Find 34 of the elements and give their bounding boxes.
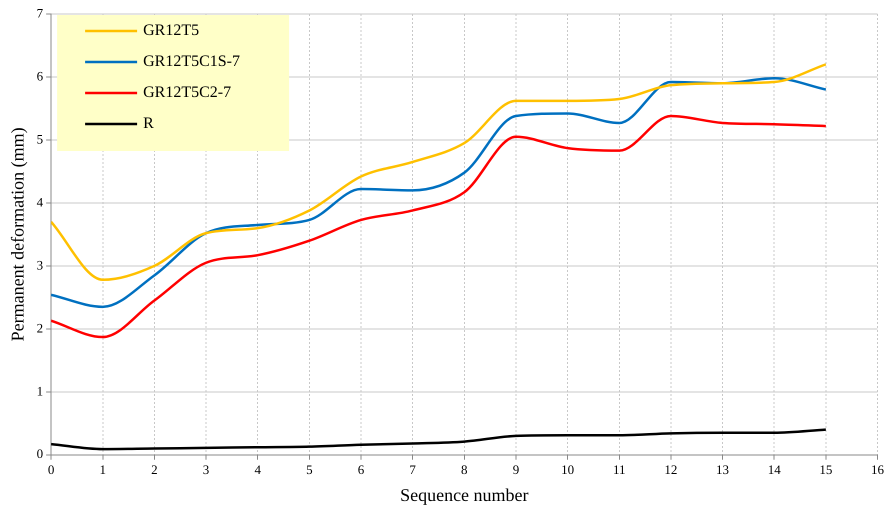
y-tick-label: 1 bbox=[36, 383, 44, 398]
legend-label: GR12T5 bbox=[143, 22, 200, 40]
x-tick-label: 2 bbox=[151, 462, 158, 478]
x-tick-label: 10 bbox=[561, 462, 574, 478]
x-tick-label: 15 bbox=[819, 462, 832, 478]
x-tick-label: 6 bbox=[358, 462, 365, 478]
x-axis-title: Sequence number bbox=[400, 484, 529, 505]
x-tick-label: 13 bbox=[716, 462, 730, 478]
y-tick-label: 3 bbox=[36, 257, 44, 272]
x-tick-label: 9 bbox=[512, 462, 520, 478]
x-tick-label: 11 bbox=[612, 462, 626, 478]
legend-label: GR12T5C2-7 bbox=[143, 84, 232, 102]
x-tick-label: 0 bbox=[48, 462, 54, 478]
x-tick-label: 7 bbox=[409, 462, 416, 478]
y-tick-label: 2 bbox=[36, 320, 44, 336]
x-tick-label: 3 bbox=[202, 462, 210, 478]
y-tick-label: 0 bbox=[36, 446, 44, 462]
x-tick-label: 16 bbox=[871, 462, 884, 478]
y-tick-label: 4 bbox=[36, 194, 44, 210]
x-tick-label: 5 bbox=[306, 462, 313, 478]
x-tick-label: 12 bbox=[664, 462, 678, 478]
y-tick-label: 5 bbox=[36, 131, 44, 146]
y-tick-label: 6 bbox=[36, 68, 44, 84]
legend-label: R bbox=[143, 115, 154, 132]
x-tick-label: 8 bbox=[461, 462, 468, 478]
x-tick-label: 1 bbox=[100, 462, 106, 478]
line-series bbox=[51, 114, 828, 338]
x-tick-label: 4 bbox=[254, 462, 262, 478]
line-series bbox=[51, 76, 828, 308]
line-series bbox=[51, 428, 828, 450]
y-axis-title: Permanent deformation (mm) bbox=[8, 127, 28, 342]
legend-label: GR12T5C1S-7 bbox=[143, 53, 240, 70]
y-tick-label: 7 bbox=[36, 5, 44, 20]
x-tick-label: 14 bbox=[768, 462, 782, 478]
